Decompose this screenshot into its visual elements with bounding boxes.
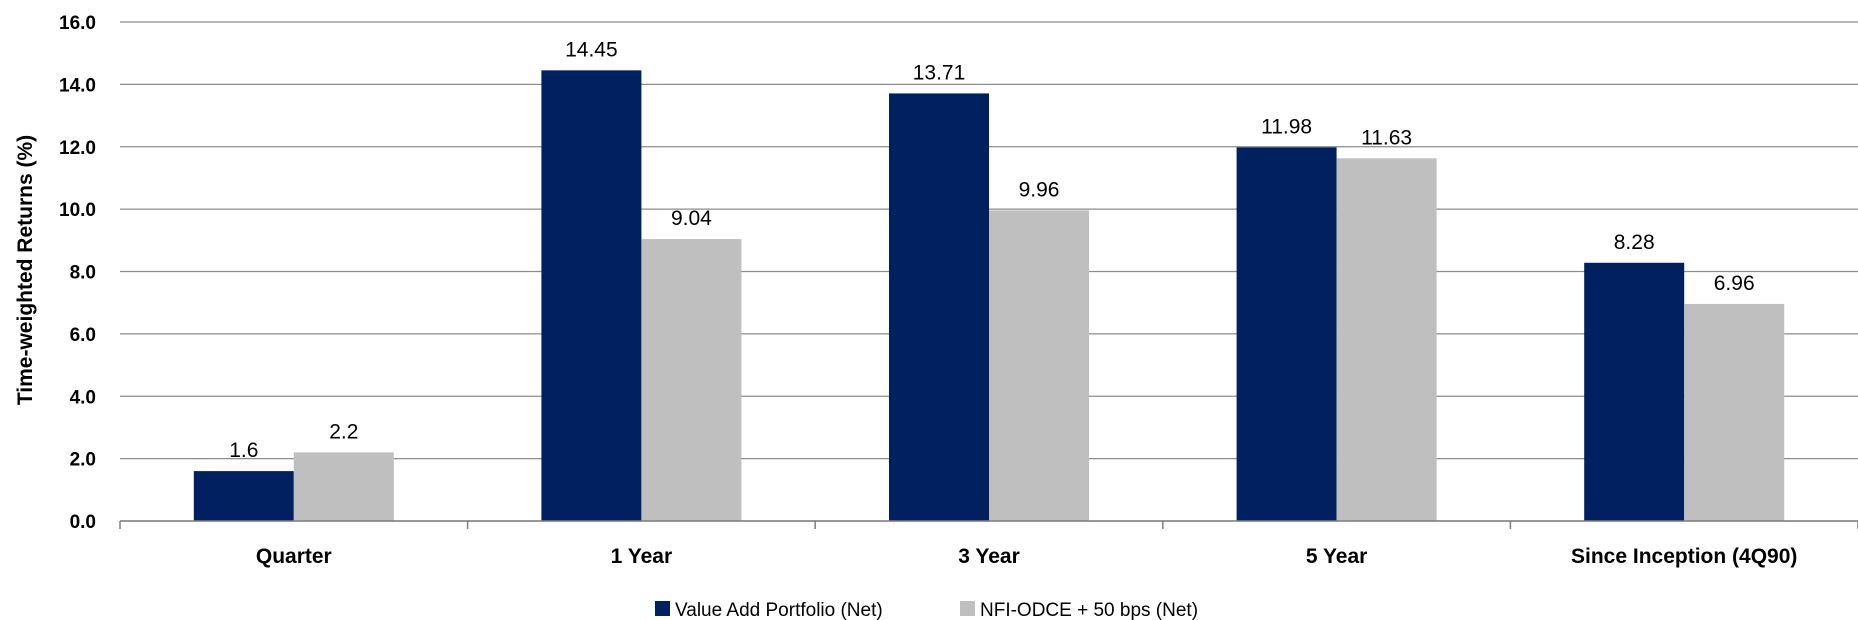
y-tick-label: 16.0 [59,13,96,34]
data-label: 6.96 [1714,272,1755,295]
legend-swatch [960,601,975,616]
data-label: 2.2 [329,420,358,443]
x-axis [119,520,1858,529]
data-label: 13.71 [913,61,966,84]
category-label: Since Inception (4Q90) [1571,545,1797,568]
y-tick-label: 2.0 [70,450,96,471]
legend-label: Value Add Portfolio (Net) [675,600,883,620]
data-label: 11.98 [1261,115,1312,138]
bar [541,70,642,521]
data-label: 9.04 [671,207,712,230]
y-tick-label: 14.0 [59,75,96,96]
legend-label: NFI-ODCE + 50 bps (Net) [980,600,1198,620]
bar [293,452,394,521]
bar [889,93,989,521]
category-label: Quarter [256,545,332,568]
y-tick-label: 6.0 [70,325,96,346]
y-axis-title: Time-weighted Returns (%) [14,135,37,405]
data-label: 9.96 [1019,178,1060,201]
y-tick-label: 0.0 [70,512,96,533]
bars [193,70,1785,521]
data-label: 14.45 [565,38,618,61]
bar [1336,158,1437,521]
bar [1584,262,1685,521]
y-tick-label: 10.0 [59,200,96,221]
legend-swatch [655,601,670,616]
y-tick-label: 4.0 [70,387,96,408]
data-label: 8.28 [1614,231,1655,254]
bar [989,210,1089,521]
bar [641,239,742,521]
data-label: 1.6 [229,439,258,462]
bar [193,471,294,521]
category-label: 1 Year [611,545,673,568]
y-tick-label: 12.0 [59,138,96,159]
legend: Value Add Portfolio (Net) NFI-ODCE + 50 b… [655,600,1198,620]
y-tick-label: 8.0 [70,263,96,284]
category-label: 5 Year [1306,545,1368,568]
bar [1684,303,1785,521]
data-label: 11.63 [1361,126,1412,149]
bar [1236,147,1337,521]
data-labels: 1.6 2.2 14.45 9.04 13.71 9.96 11.98 11.63 8.28 6.… [229,38,1754,462]
category-label: 3 Year [958,545,1020,568]
category-labels: Quarter 1 Year 3 Year 5 Year Since Inception… [256,545,1798,568]
y-tick-labels: 0.0 2.0 4.0 6.0 8.0 10.0 12.0 14.0 16.0 [59,13,96,533]
